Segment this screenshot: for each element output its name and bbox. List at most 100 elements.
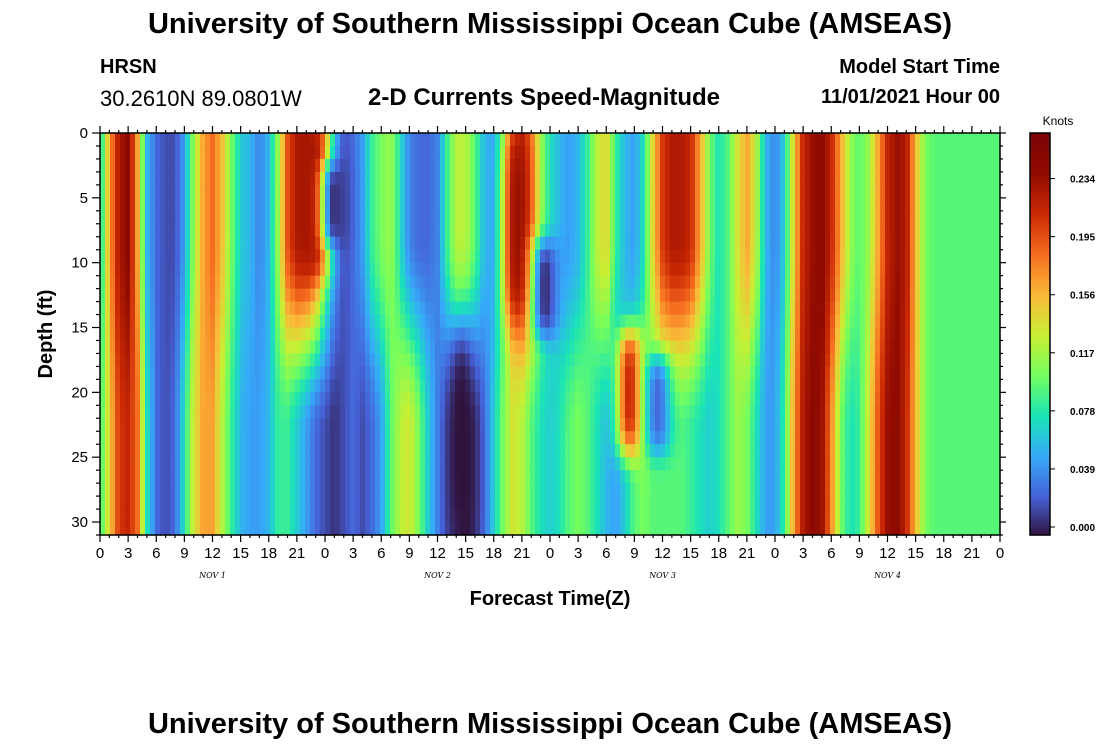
heat-cell bbox=[295, 249, 301, 264]
heat-cell bbox=[395, 223, 401, 238]
heat-cell bbox=[990, 275, 996, 290]
heat-cell bbox=[325, 379, 331, 393]
heat-cell bbox=[400, 262, 406, 277]
heat-cell bbox=[345, 223, 351, 238]
heat-cell bbox=[580, 236, 586, 251]
heat-cell bbox=[395, 236, 401, 251]
heat-cell bbox=[935, 145, 941, 160]
heat-cell bbox=[335, 223, 341, 238]
heat-cell bbox=[710, 470, 716, 484]
heat-cell bbox=[275, 210, 281, 225]
heat-cell bbox=[100, 249, 106, 264]
heat-cell bbox=[990, 327, 996, 342]
heat-cell bbox=[615, 314, 621, 329]
heat-cell bbox=[575, 457, 581, 471]
heat-cell bbox=[285, 431, 291, 445]
heat-cell bbox=[240, 314, 246, 329]
heat-cell bbox=[780, 392, 786, 406]
heat-cell bbox=[640, 223, 646, 238]
heat-cell bbox=[500, 184, 506, 199]
heat-cell bbox=[890, 327, 896, 342]
heat-cell bbox=[565, 158, 571, 173]
heat-cell bbox=[730, 340, 736, 355]
heat-cell bbox=[790, 418, 796, 432]
heat-cell bbox=[745, 223, 751, 238]
heat-cell bbox=[700, 366, 706, 380]
heat-cell bbox=[870, 197, 876, 212]
heat-cell bbox=[120, 314, 126, 329]
heat-cell bbox=[465, 210, 471, 225]
heat-cell bbox=[570, 418, 576, 432]
heat-cell bbox=[525, 379, 531, 393]
heat-cell bbox=[135, 431, 141, 445]
heat-cell bbox=[635, 301, 641, 316]
heat-cell bbox=[785, 431, 791, 445]
heat-cell bbox=[525, 470, 531, 484]
heat-cell bbox=[895, 262, 901, 277]
heat-cell bbox=[300, 158, 306, 173]
heat-cell bbox=[690, 171, 696, 186]
heat-cell bbox=[440, 133, 446, 147]
heat-cell bbox=[150, 470, 156, 484]
heat-cell bbox=[970, 301, 976, 316]
heat-cell bbox=[185, 223, 191, 238]
heat-cell bbox=[245, 418, 251, 432]
heat-cell bbox=[780, 184, 786, 199]
heat-cell bbox=[675, 340, 681, 355]
heat-cell bbox=[445, 223, 451, 238]
heat-cell bbox=[815, 405, 821, 419]
heat-cell bbox=[200, 444, 206, 458]
heat-cell bbox=[570, 431, 576, 445]
heat-cell bbox=[390, 457, 396, 471]
heat-cell bbox=[160, 133, 166, 147]
heat-cell bbox=[755, 262, 761, 277]
heat-cell bbox=[260, 197, 266, 212]
heat-cell bbox=[570, 353, 576, 368]
heat-cell bbox=[510, 145, 516, 160]
heat-cell bbox=[730, 431, 736, 445]
heat-cell bbox=[715, 288, 721, 303]
heat-cell bbox=[600, 301, 606, 316]
heat-cell bbox=[620, 223, 626, 238]
heat-cell bbox=[815, 457, 821, 471]
heat-cell bbox=[700, 275, 706, 290]
heat-cell bbox=[625, 379, 631, 393]
heat-cell bbox=[990, 405, 996, 419]
heat-cell bbox=[315, 340, 321, 355]
heat-cell bbox=[270, 236, 276, 251]
heat-cell bbox=[445, 158, 451, 173]
heat-cell bbox=[995, 210, 1001, 225]
heat-cell bbox=[320, 353, 326, 368]
heat-cell bbox=[565, 418, 571, 432]
heat-cell bbox=[905, 405, 911, 419]
heat-cell bbox=[735, 210, 741, 225]
heat-cell bbox=[750, 470, 756, 484]
heat-cell bbox=[420, 262, 426, 277]
heat-cell bbox=[985, 249, 991, 264]
heat-cell bbox=[640, 340, 646, 355]
heat-cell bbox=[280, 418, 286, 432]
heat-cell bbox=[695, 392, 701, 406]
heat-cell bbox=[175, 418, 181, 432]
heat-cell bbox=[975, 158, 981, 173]
heat-cell bbox=[740, 275, 746, 290]
heat-cell bbox=[575, 133, 581, 147]
heat-cell bbox=[140, 444, 146, 458]
heat-cell bbox=[340, 327, 346, 342]
heat-cell bbox=[115, 392, 121, 406]
heat-cell bbox=[310, 288, 316, 303]
heat-cell bbox=[990, 133, 996, 147]
heat-cell bbox=[180, 314, 186, 329]
heat-cell bbox=[710, 418, 716, 432]
heat-cell bbox=[170, 145, 176, 160]
heat-cell bbox=[630, 145, 636, 160]
heat-cell bbox=[370, 223, 376, 238]
heat-cell bbox=[175, 444, 181, 458]
heat-cell bbox=[915, 418, 921, 432]
heat-cell bbox=[170, 392, 176, 406]
heat-cell bbox=[305, 133, 311, 147]
heat-cell bbox=[870, 418, 876, 432]
heat-cell bbox=[435, 483, 441, 497]
heat-cell bbox=[310, 470, 316, 484]
heat-cell bbox=[590, 223, 596, 238]
